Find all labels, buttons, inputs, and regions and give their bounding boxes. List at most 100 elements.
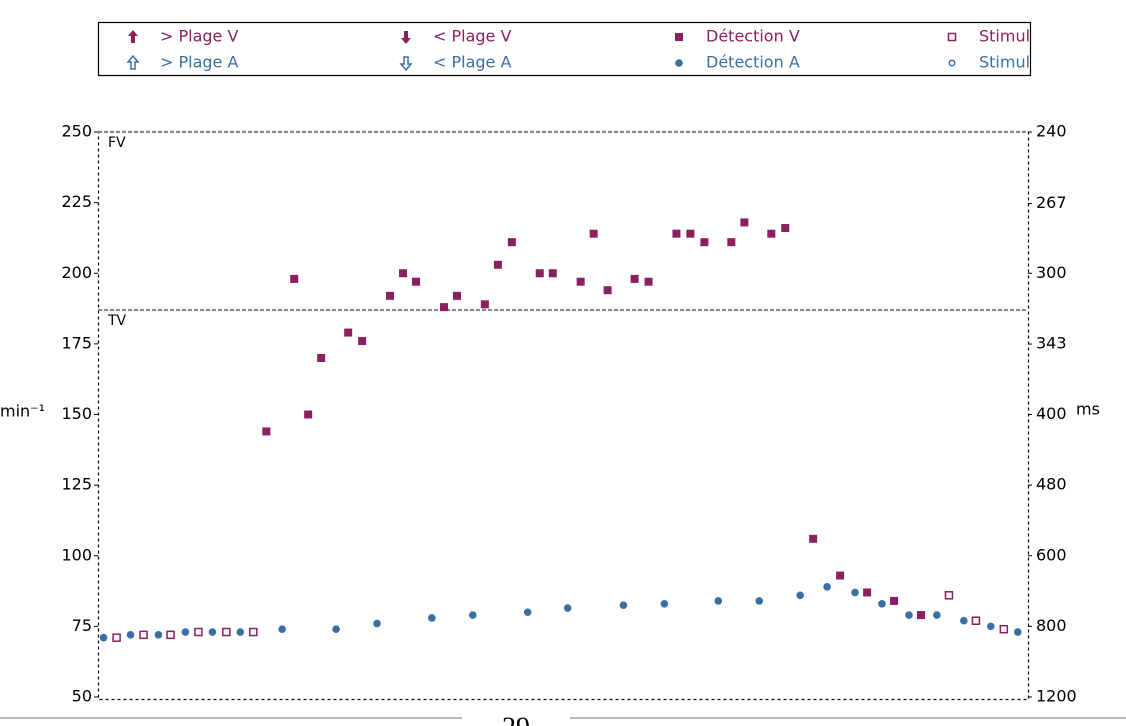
y-tick-label: 175 <box>61 333 92 352</box>
page-number: 29 <box>502 712 530 726</box>
marker-circle <box>960 616 968 625</box>
y2-tick-label: 1200 <box>1036 687 1077 706</box>
y-tick-label: 50 <box>72 687 92 706</box>
marker-square <box>344 328 353 337</box>
legend: > Plage V < Plage V Détection V Stimulation… <box>126 27 1087 72</box>
marker-circle <box>714 597 723 605</box>
y-tick-label: 150 <box>61 404 92 423</box>
threshold-label: TV <box>107 313 127 329</box>
y2-tick-label: 300 <box>1036 263 1067 282</box>
y2-tick-label: 240 <box>1036 122 1067 141</box>
legend-label: < Plage V <box>433 27 511 46</box>
marker-square <box>917 611 926 620</box>
legend-label: Stimulation A <box>979 53 1087 72</box>
marker-circle <box>675 59 683 67</box>
y2-tick-label: 600 <box>1036 545 1067 564</box>
y2-tick-label: 400 <box>1036 404 1067 423</box>
marker-square <box>603 286 612 295</box>
y2-tick-label: 800 <box>1036 616 1067 635</box>
legend-label: < Plage A <box>433 53 511 72</box>
marker-circle <box>181 628 190 636</box>
marker-circle <box>878 599 886 608</box>
y2-axis-label: ms <box>1076 400 1100 419</box>
y2-tick-label: 343 <box>1036 334 1067 353</box>
y2-tick-label: 480 <box>1036 475 1067 494</box>
marker-square <box>222 627 231 637</box>
y-tick-label: 225 <box>61 192 92 211</box>
marker-square <box>412 277 421 286</box>
threshold-label: FV <box>108 135 126 151</box>
marker-square <box>507 238 516 247</box>
marker-circle <box>796 591 804 600</box>
marker-square <box>548 269 557 278</box>
legend-label: > Plage A <box>160 53 238 72</box>
marker-circle <box>933 611 941 619</box>
marker-square <box>386 291 395 300</box>
marker-circle <box>278 625 286 633</box>
marker-square <box>767 229 776 238</box>
marker-circle <box>236 628 245 636</box>
marker-circle <box>987 622 995 631</box>
legend-label: Détection V <box>706 27 800 46</box>
y-tick-label: 250 <box>61 122 92 141</box>
y-axis-label: min⁻¹ <box>0 402 45 421</box>
marker-square <box>480 300 489 309</box>
marker-circle <box>154 631 163 639</box>
marker-square <box>290 274 299 283</box>
marker-circle <box>563 604 572 612</box>
marker-circle <box>208 628 217 636</box>
y-tick-label: 100 <box>61 545 92 564</box>
marker-square <box>535 269 544 278</box>
marker-square <box>740 218 749 227</box>
marker-square <box>493 260 502 269</box>
marker-square <box>686 229 695 238</box>
marker-square <box>317 354 326 362</box>
marker-square <box>439 303 448 312</box>
marker-arrow <box>401 31 411 44</box>
legend-box <box>97 21 1032 77</box>
marker-square <box>644 277 653 286</box>
marker-square <box>358 337 367 346</box>
legend-label: Détection A <box>706 53 800 72</box>
marker-square <box>576 277 585 286</box>
legend-label: Stimulation V <box>979 27 1087 46</box>
marker-circle <box>99 633 108 642</box>
marker-circle <box>905 611 913 619</box>
y2-tick-label: 267 <box>1036 193 1067 212</box>
marker-square <box>589 229 598 238</box>
marker-circle <box>468 611 477 619</box>
marker-square <box>675 33 683 41</box>
marker-square <box>112 633 121 642</box>
marker-square <box>139 630 148 640</box>
marker-circle <box>523 608 532 617</box>
marker-square <box>809 534 818 543</box>
marker-circle <box>428 614 436 622</box>
marker-circle <box>619 601 628 609</box>
marker-square <box>304 410 313 419</box>
marker-square <box>863 588 872 597</box>
y-tick-label: 125 <box>61 475 92 494</box>
marker-circle <box>332 625 340 633</box>
marker-circle <box>126 631 135 639</box>
marker-square <box>836 571 845 580</box>
plot-frame <box>97 130 1030 701</box>
marker-arrow <box>126 54 140 70</box>
marker-arrow <box>399 56 413 72</box>
marker-square <box>947 32 957 42</box>
marker-square <box>166 630 175 640</box>
marker-square <box>781 224 790 233</box>
y-tick-label: 75 <box>72 616 92 635</box>
marker-circle <box>851 588 859 597</box>
marker-circle <box>373 619 381 628</box>
marker-square <box>944 591 954 600</box>
marker-square <box>630 274 639 283</box>
marker-circle <box>948 59 956 67</box>
marker-square <box>999 624 1009 634</box>
marker-square <box>249 627 258 637</box>
marker-square <box>452 291 461 300</box>
marker-circle <box>755 597 764 605</box>
marker-square <box>399 269 408 278</box>
marker-square <box>194 627 203 637</box>
marker-square <box>672 229 681 238</box>
marker-circle <box>660 599 669 608</box>
